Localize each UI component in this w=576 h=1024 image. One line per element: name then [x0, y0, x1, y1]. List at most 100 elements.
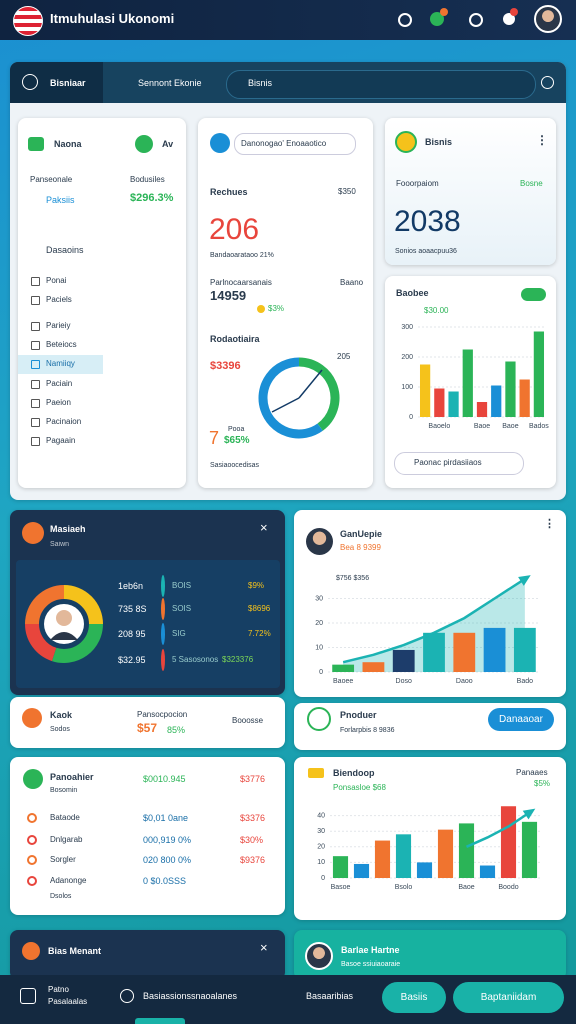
bar: [519, 379, 530, 417]
menu-icon[interactable]: [31, 296, 40, 305]
bar: [458, 823, 475, 878]
bar: [479, 865, 496, 878]
nav-button[interactable]: Basiis: [382, 982, 446, 1013]
y-tick-label: 100: [401, 384, 413, 391]
search-text[interactable]: Bisnis: [248, 78, 273, 88]
menu-item[interactable]: Paciain: [46, 379, 73, 388]
bell-icon[interactable]: [503, 13, 515, 25]
menu-item[interactable]: Beteiocs: [46, 340, 77, 349]
menu-dots[interactable]: ⋮: [536, 133, 548, 147]
menu-dots[interactable]: ⋮: [544, 518, 555, 530]
row-bar: [161, 575, 165, 597]
menu-icon[interactable]: [31, 437, 40, 446]
menu-icon[interactable]: [31, 380, 40, 389]
label: Pooa: [228, 426, 245, 433]
menu-item[interactable]: Namiiqy: [46, 359, 75, 368]
nav-label[interactable]: Patno: [48, 985, 69, 994]
search-icon[interactable]: [398, 13, 412, 27]
big-number: 206: [209, 213, 260, 246]
app-icon[interactable]: [430, 12, 444, 26]
label: Baano: [340, 278, 364, 287]
bar: [434, 388, 445, 417]
arrow-head: [522, 808, 536, 820]
donut-segment: [258, 357, 323, 439]
tab-label[interactable]: Bisniaar: [50, 78, 86, 88]
search-text[interactable]: Danonogao' Enoaaotico: [241, 139, 327, 148]
tab-icon: [22, 74, 38, 90]
nav-label[interactable]: Pasalaalas: [48, 997, 88, 1006]
menu-icon[interactable]: [31, 399, 40, 408]
chart-card: [294, 757, 566, 920]
row-value: $0,01 0ane: [143, 813, 189, 823]
subtitle: Bosomin: [50, 787, 78, 794]
value: 14959: [210, 288, 247, 303]
y-tick-label: 10: [317, 859, 325, 866]
row-value: $9%: [248, 581, 265, 590]
avatar[interactable]: [534, 5, 562, 33]
menu-item[interactable]: Ponai: [46, 276, 67, 285]
menu-icon[interactable]: [31, 418, 40, 427]
label: Bodusiles: [130, 175, 165, 184]
close-button[interactable]: ×: [260, 520, 268, 535]
icon: [395, 131, 417, 153]
menu-icon[interactable]: [31, 360, 40, 369]
donut-segment: [25, 623, 57, 662]
card-title: Bisnis: [425, 137, 453, 147]
nav-card: [18, 118, 186, 488]
close-button[interactable]: ×: [260, 940, 268, 955]
menu-item[interactable]: Parieiy: [46, 321, 71, 330]
list-card: [10, 757, 285, 915]
menu-item[interactable]: Paciels: [46, 295, 72, 304]
bar: [353, 863, 370, 878]
row-bar: [161, 649, 165, 671]
indicator: [257, 305, 265, 313]
pct: $3%: [268, 304, 285, 313]
chat-icon[interactable]: [469, 13, 483, 27]
y-tick-label: 200: [401, 354, 413, 361]
icon: [210, 133, 230, 153]
nav-label[interactable]: Basaaribias: [306, 991, 354, 1001]
link[interactable]: Paksiis: [46, 195, 75, 205]
bar: [332, 856, 349, 878]
needle: [298, 369, 323, 399]
menu-item[interactable]: Paeion: [46, 398, 71, 407]
search-box[interactable]: [234, 133, 356, 155]
title: Barlae Hartne: [341, 945, 400, 955]
avatar: [306, 528, 333, 555]
nav-button[interactable]: Baptaniidam: [453, 982, 564, 1013]
icon: [22, 522, 44, 544]
row-label: 1eb6n: [118, 581, 144, 591]
help-icon[interactable]: [541, 76, 554, 89]
line: [465, 811, 531, 848]
icon: [135, 135, 153, 153]
nav-icon[interactable]: [120, 989, 134, 1003]
y-tick-label: 300: [401, 324, 413, 331]
subtitle: Forlarpbis 8 9836: [340, 727, 395, 734]
toggle[interactable]: [521, 288, 546, 301]
menu-item[interactable]: Pagaain: [46, 436, 76, 445]
search-box[interactable]: [226, 70, 536, 99]
menu-item[interactable]: Pacinaion: [46, 417, 82, 426]
y-tick-label: 0: [319, 669, 323, 676]
row-label: 208 95: [118, 629, 146, 639]
bar: [423, 632, 445, 672]
y-tick-label: 0: [321, 875, 325, 882]
row-label: $32.95: [118, 655, 146, 665]
action-button[interactable]: Danaaoar: [488, 708, 554, 731]
menu-icon[interactable]: [31, 341, 40, 350]
filter-box[interactable]: [394, 452, 524, 475]
row-bar: [161, 598, 165, 620]
menu-icon[interactable]: [31, 277, 40, 286]
x-tick-label: Bados: [529, 423, 549, 430]
nav-label[interactable]: Basiassionssnaoalanes: [143, 991, 238, 1001]
tab-label[interactable]: Sennont Ekonie: [138, 78, 202, 88]
nav-icon[interactable]: [20, 988, 36, 1004]
bar: [448, 391, 459, 417]
filter-text[interactable]: Paonac pirdasiiaos: [414, 458, 482, 467]
row-value: 7.72%: [248, 629, 271, 638]
arrow-head: [518, 575, 531, 586]
flag-icon: [13, 6, 43, 36]
menu-icon[interactable]: [31, 322, 40, 331]
row-value: 020 800 0%: [143, 855, 192, 865]
